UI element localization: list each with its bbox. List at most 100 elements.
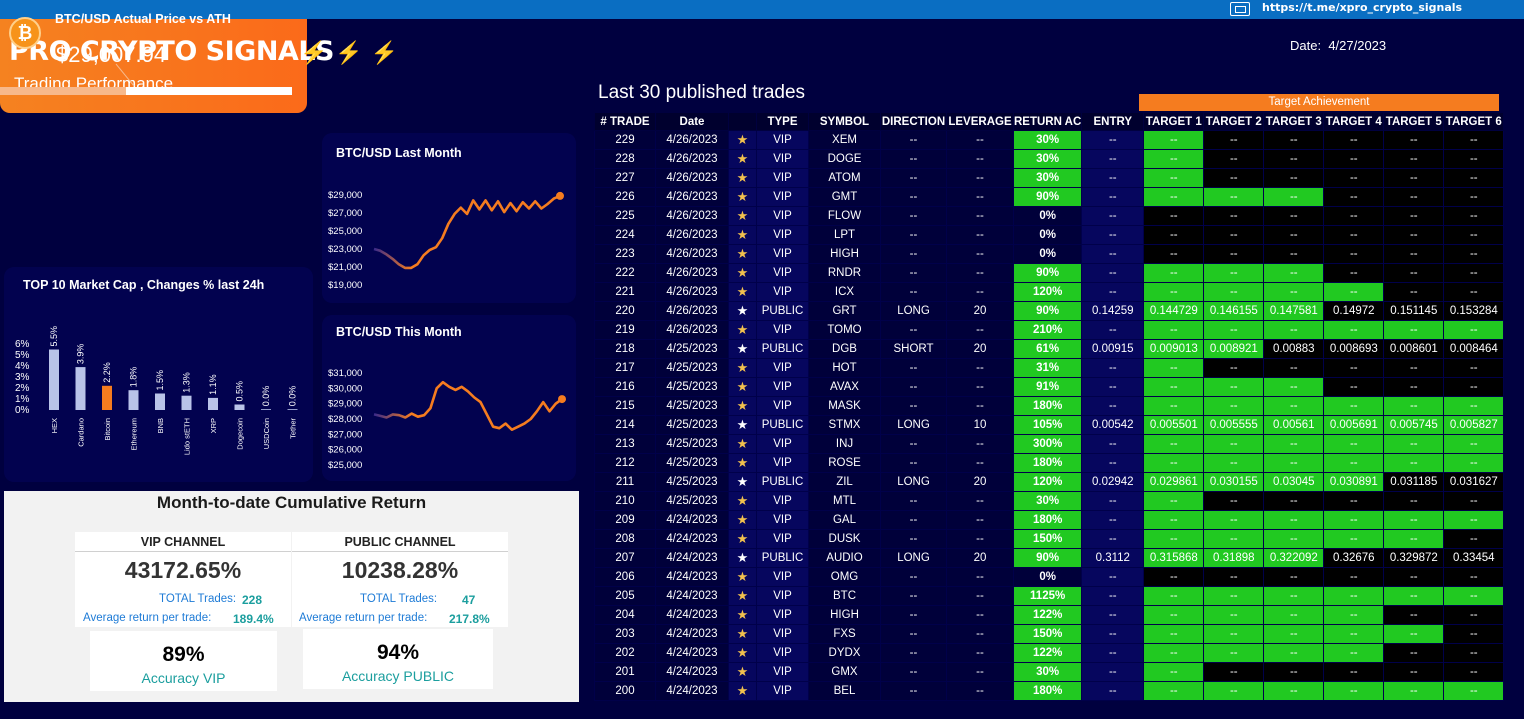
target-cell: 0.329872 xyxy=(1383,548,1445,568)
star-icon: ★ xyxy=(728,396,757,416)
trade-date-cell: 4/24/2023 xyxy=(655,605,729,625)
target-cell: -- xyxy=(1143,377,1205,397)
trade-direction-cell: -- xyxy=(880,320,947,340)
trade-id-cell: 226 xyxy=(594,187,656,207)
trade-entry-cell: -- xyxy=(1081,624,1145,644)
target-cell: -- xyxy=(1443,168,1505,188)
trade-id-cell: 228 xyxy=(594,149,656,169)
trade-id-cell: 205 xyxy=(594,586,656,606)
target-cell: -- xyxy=(1143,168,1205,188)
target-cell: -- xyxy=(1443,453,1505,473)
target-cell: 0.14972 xyxy=(1323,301,1385,321)
target-cell: -- xyxy=(1443,567,1505,587)
target-cell: -- xyxy=(1443,586,1505,606)
trade-return-cell: 180% xyxy=(1012,681,1083,701)
target-cell: -- xyxy=(1323,643,1385,663)
trade-leverage-cell: 20 xyxy=(946,548,1014,568)
trade-symbol-cell: MTL xyxy=(808,491,881,511)
trade-entry-cell: -- xyxy=(1081,225,1145,245)
trade-entry-cell: -- xyxy=(1081,206,1145,226)
target-cell: 0.33454 xyxy=(1443,548,1505,568)
trade-id-cell: 216 xyxy=(594,377,656,397)
trade-leverage-cell: -- xyxy=(946,358,1014,378)
bar xyxy=(287,409,298,410)
trade-leverage-cell: -- xyxy=(946,529,1014,549)
target-cell: 0.031185 xyxy=(1383,472,1445,492)
public-avg-label: Average return per trade: xyxy=(299,612,428,624)
trade-leverage-cell: -- xyxy=(946,510,1014,530)
target-cell: -- xyxy=(1143,320,1205,340)
target-cell: -- xyxy=(1203,168,1265,188)
trade-direction-cell: -- xyxy=(880,491,947,511)
bar xyxy=(128,390,139,410)
target-cell: 0.147581 xyxy=(1263,301,1325,321)
category-label: HEX xyxy=(50,418,59,433)
trade-date-cell: 4/25/2023 xyxy=(655,396,729,416)
target-cell: -- xyxy=(1383,377,1445,397)
star-icon: ★ xyxy=(728,415,757,435)
telegram-link[interactable]: https://t.me/xpro_crypto_signals xyxy=(1262,1,1463,14)
trade-id-cell: 210 xyxy=(594,491,656,511)
trade-direction-cell: -- xyxy=(880,377,947,397)
category-label: XRP xyxy=(209,418,218,433)
trade-entry-cell: 0.3112 xyxy=(1081,548,1145,568)
star-icon: ★ xyxy=(728,339,757,359)
trade-symbol-cell: FXS xyxy=(808,624,881,644)
trade-leverage-cell: -- xyxy=(946,187,1014,207)
trade-date-cell: 4/26/2023 xyxy=(655,282,729,302)
trade-id-cell: 209 xyxy=(594,510,656,530)
trade-id-cell: 214 xyxy=(594,415,656,435)
bar-value-label: 2.2% xyxy=(102,362,112,383)
trade-entry-cell: -- xyxy=(1081,282,1145,302)
trade-date-cell: 4/25/2023 xyxy=(655,377,729,397)
bar xyxy=(49,349,59,410)
trade-direction-cell: -- xyxy=(880,586,947,606)
trade-leverage-cell: -- xyxy=(946,244,1014,264)
trade-leverage-cell: 20 xyxy=(946,339,1014,359)
last-price-point xyxy=(558,395,566,404)
trade-symbol-cell: DUSK xyxy=(808,529,881,549)
bar-value-label: 1.1% xyxy=(208,374,218,395)
trade-type-cell: VIP xyxy=(756,244,809,264)
target-cell: -- xyxy=(1323,206,1385,226)
category-label: USDCoin xyxy=(262,418,271,449)
trade-direction-cell: -- xyxy=(880,624,947,644)
target-cell: 0.00561 xyxy=(1263,415,1325,435)
top-bar: https://t.me/xpro_crypto_signals xyxy=(0,0,1524,19)
target-cell: -- xyxy=(1383,358,1445,378)
star-icon: ★ xyxy=(728,529,757,549)
target-cell: -- xyxy=(1383,643,1445,663)
trade-direction-cell: -- xyxy=(880,187,947,207)
trade-type-cell: VIP xyxy=(756,529,809,549)
trade-leverage-cell: -- xyxy=(946,225,1014,245)
category-label: Tether xyxy=(289,418,298,439)
trade-date-cell: 4/25/2023 xyxy=(655,434,729,454)
y-tick-label: 5% xyxy=(15,350,30,361)
target-cell: 0.005827 xyxy=(1443,415,1505,435)
target-cell: -- xyxy=(1263,206,1325,226)
target-cell: -- xyxy=(1443,681,1505,701)
trade-leverage-cell: -- xyxy=(946,377,1014,397)
trade-symbol-cell: OMG xyxy=(808,567,881,587)
target-cell: -- xyxy=(1383,168,1445,188)
category-label: Lido stETH xyxy=(183,418,192,455)
target-cell: -- xyxy=(1323,681,1385,701)
table-row: 213 4/25/2023 ★ VIP INJ -- -- 300% -- -- -- -- -- -- -… xyxy=(594,434,1505,454)
target-cell: -- xyxy=(1263,681,1325,701)
trade-id-cell: 221 xyxy=(594,282,656,302)
trade-leverage-cell: -- xyxy=(946,434,1014,454)
target-cell: -- xyxy=(1203,130,1265,150)
star-icon: ★ xyxy=(728,605,757,625)
trade-return-cell: 0% xyxy=(1012,206,1083,226)
target-cell: -- xyxy=(1203,320,1265,340)
target-cell: -- xyxy=(1383,605,1445,625)
trade-type-cell: VIP xyxy=(756,282,809,302)
trade-id-cell: 215 xyxy=(594,396,656,416)
target-cell: -- xyxy=(1203,434,1265,454)
target-cell: -- xyxy=(1203,510,1265,530)
trade-return-cell: 0% xyxy=(1012,567,1083,587)
star-icon: ★ xyxy=(728,206,757,226)
y-tick-label: $27,000 xyxy=(328,208,362,219)
star-icon: ★ xyxy=(728,320,757,340)
trade-return-cell: 90% xyxy=(1012,301,1083,321)
